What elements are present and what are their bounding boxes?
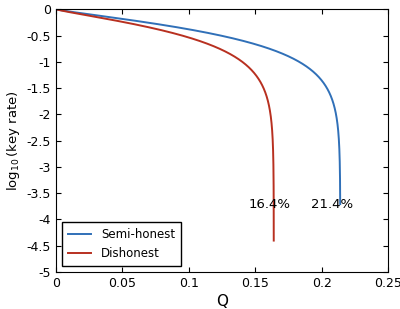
Semi-honest <box>105 15 110 19</box>
Line: Semi-honest: Semi-honest <box>56 9 340 204</box>
Semi-honest <box>338 202 342 206</box>
Dishonest <box>94 15 99 19</box>
Legend: Semi-honest, Dishonest: Semi-honest, Dishonest <box>62 222 181 266</box>
Semi-honest <box>54 7 58 11</box>
Semi-honest <box>224 35 229 39</box>
Dishonest <box>119 20 124 23</box>
Dishonest <box>271 239 276 243</box>
Dishonest <box>110 18 115 22</box>
Text: 21.4%: 21.4% <box>311 198 353 211</box>
Text: 16.4%: 16.4% <box>249 198 291 211</box>
X-axis label: Q: Q <box>216 294 228 309</box>
Dishonest <box>54 7 58 11</box>
Dishonest <box>72 11 76 15</box>
Dishonest <box>263 90 268 94</box>
Dishonest <box>61 9 66 13</box>
Line: Dishonest: Dishonest <box>56 9 274 241</box>
Semi-honest <box>287 55 292 59</box>
Semi-honest <box>266 46 270 50</box>
Y-axis label: $\log_{10}$(key rate): $\log_{10}$(key rate) <box>6 90 22 191</box>
Semi-honest <box>238 38 243 42</box>
Semi-honest <box>162 23 167 27</box>
